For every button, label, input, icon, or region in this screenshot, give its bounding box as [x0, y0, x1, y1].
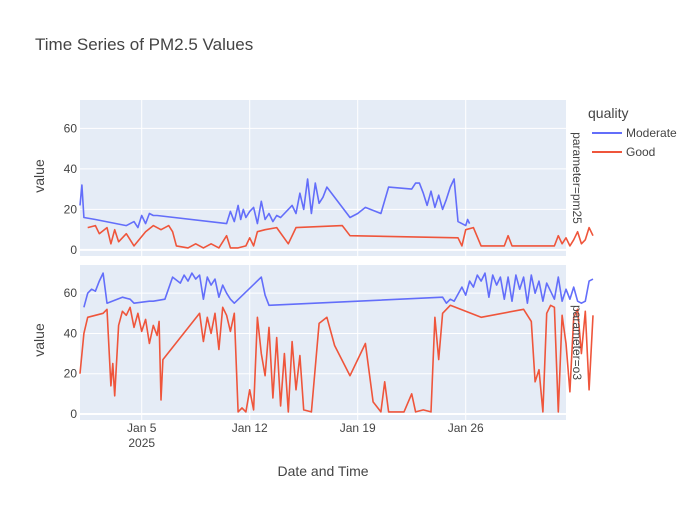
facet-label-o3: parameter=o3: [570, 305, 584, 380]
series-line-moderate: [83, 272, 594, 308]
facet-panel-o3: 0 20 40 60 parameter=o3: [64, 265, 594, 421]
chart-title: Time Series of PM2.5 Values: [35, 35, 253, 54]
legend-item-moderate[interactable]: Moderate: [592, 126, 677, 140]
y-axis-label-bottom: value: [31, 323, 47, 357]
x-tick-label: Jan 19: [340, 421, 376, 435]
y-tick-label: 40: [64, 162, 78, 176]
panel-series: [79, 272, 594, 413]
x-axis-label: Date and Time: [277, 463, 368, 479]
y-tick-labels: 0 20 40 60: [64, 121, 78, 257]
series-line-moderate: [79, 178, 471, 229]
y-tick-label: 20: [64, 202, 78, 216]
y-tick-label: 20: [64, 367, 78, 381]
y-tick-labels: 0 20 40 60: [64, 286, 78, 421]
facet-panel-pm25: 0 20 40 60 parameter=pm25: [64, 100, 594, 257]
legend-title: quality: [588, 105, 628, 121]
legend-item-good[interactable]: Good: [592, 145, 655, 159]
x-tick-sublabel: 2025: [128, 436, 155, 450]
y-axis-label-top: value: [31, 159, 47, 193]
x-tick-label: Jan 5: [127, 421, 157, 435]
legend: quality Moderate Good: [588, 105, 677, 159]
panel-background: [80, 100, 566, 256]
y-tick-label: 0: [70, 243, 77, 257]
y-tick-label: 60: [64, 121, 78, 135]
panel-series: [79, 178, 594, 249]
y-tick-label: 60: [64, 286, 78, 300]
facet-label-pm25: parameter=pm25: [570, 132, 584, 224]
legend-label-moderate: Moderate: [626, 126, 677, 140]
x-tick-label: Jan 12: [232, 421, 268, 435]
y-tick-label: 0: [70, 407, 77, 421]
x-tick-label: Jan 26: [448, 421, 484, 435]
panel-grid: [80, 100, 566, 256]
panel-background: [80, 265, 566, 420]
y-tick-label: 40: [64, 326, 78, 340]
legend-label-good: Good: [626, 145, 655, 159]
series-line-good: [79, 304, 594, 413]
series-line-good: [87, 224, 594, 249]
